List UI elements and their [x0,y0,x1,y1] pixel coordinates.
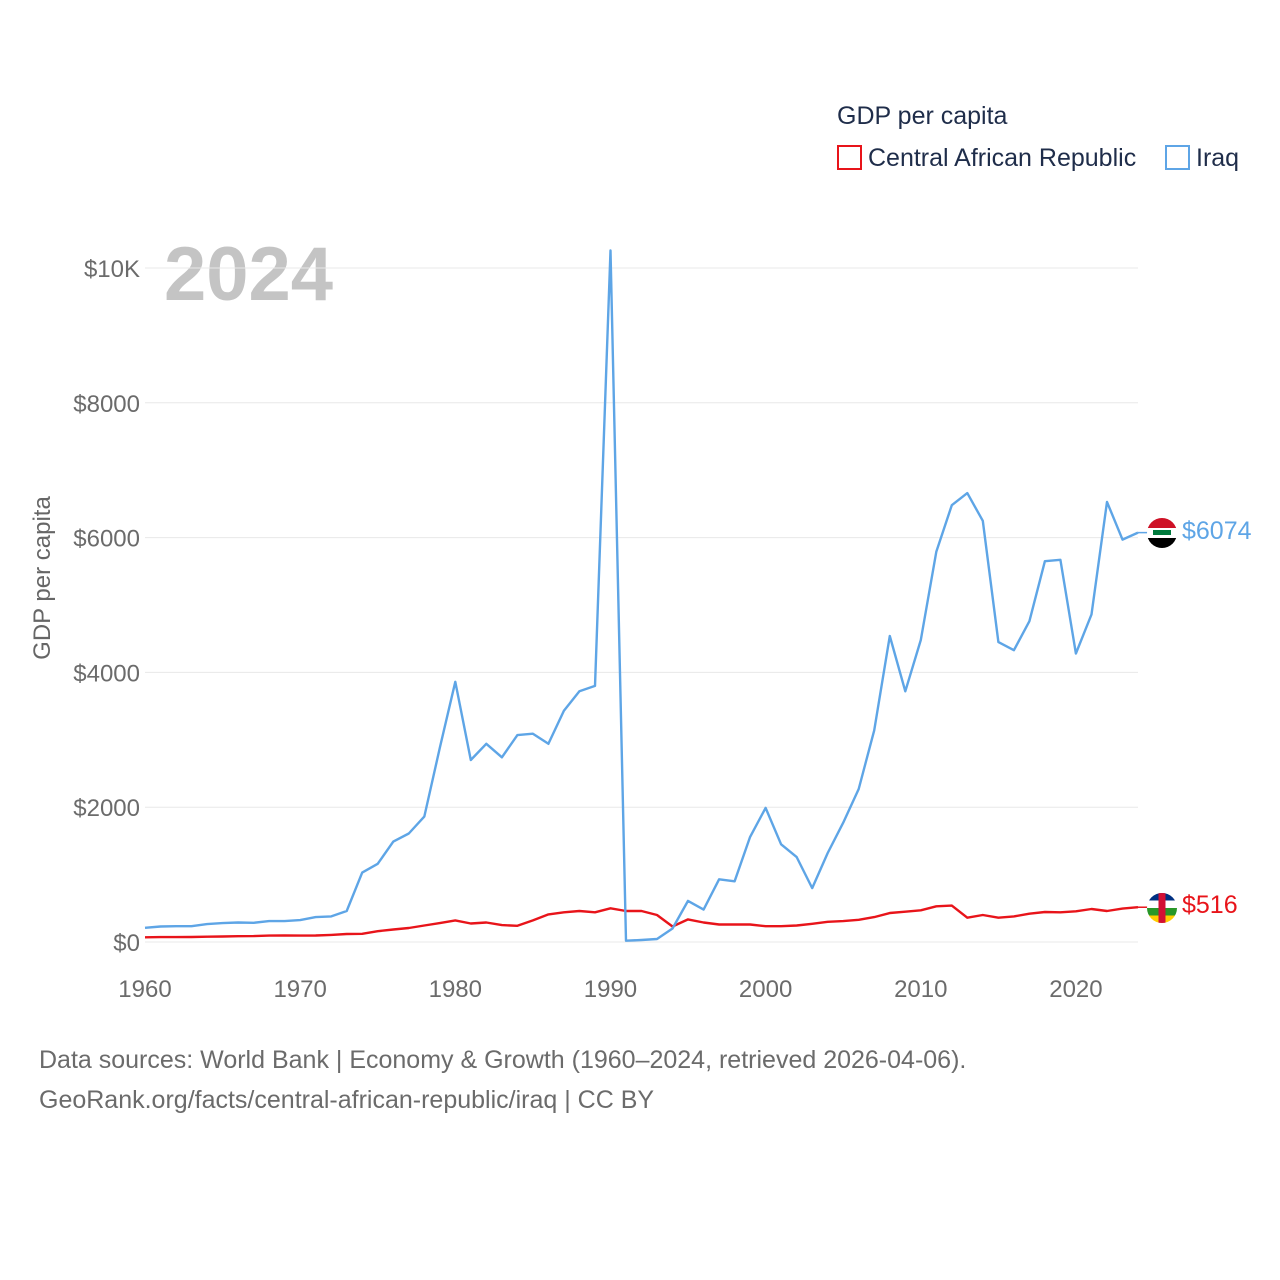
x-tick-label: 1960 [118,976,171,1003]
iraq-flag-icon [1147,518,1177,548]
y-tick-label: $2000 [73,795,140,822]
x-tick-label: 2000 [739,976,792,1003]
y-axis-ticks: $0 $2000 $4000 $6000 $8000 $10K [73,256,140,957]
gridlines [145,267,1138,943]
x-tick-label: 2010 [894,976,947,1003]
legend-label-central-african-republic: Central African Republic [868,144,1136,172]
legend-item-central-african-republic[interactable]: Central African Republic [837,144,1136,172]
legend-title: GDP per capita [837,102,1008,130]
y-tick-label: $8000 [73,391,140,418]
y-axis-label: GDP per capita [29,496,56,660]
x-axis-ticks: 1960 1970 1980 1990 2000 2010 2020 [118,976,1102,1003]
legend-swatch-iraq [1165,145,1190,170]
y-tick-label: $0 [113,930,140,957]
y-tick-label: $4000 [73,660,140,687]
series-line-central-african-republic[interactable] [144,904,1139,939]
x-tick-label: 1980 [429,976,482,1003]
x-tick-label: 2020 [1049,976,1102,1003]
y-tick-label: $6000 [73,526,140,553]
legend-item-iraq[interactable]: Iraq [1165,144,1239,172]
legend-label-iraq: Iraq [1196,144,1239,172]
legend-swatch-central-african-republic [837,145,862,170]
series-line-iraq[interactable] [144,249,1139,942]
central-african-republic-end-value: $516 [1182,891,1238,919]
source-line-1: Data sources: World Bank | Economy & Gro… [39,1046,966,1074]
iraq-end-value: $6074 [1182,517,1252,545]
central-african-republic-flag-icon [1147,893,1177,923]
year-label: 2024 [164,232,333,317]
source-line-2[interactable]: GeoRank.org/facts/central-african-republ… [39,1086,654,1114]
y-tick-label: $10K [84,256,140,283]
series-lines [144,249,1150,942]
x-tick-label: 1990 [584,976,637,1003]
x-tick-label: 1970 [273,976,326,1003]
